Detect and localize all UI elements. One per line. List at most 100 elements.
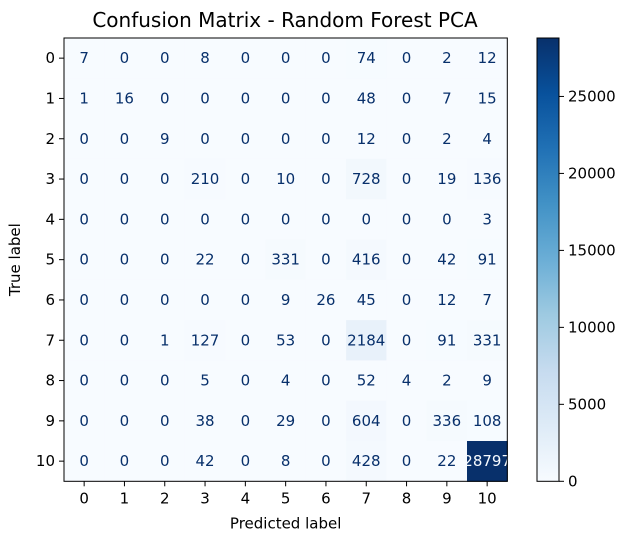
heatmap-cell <box>104 199 146 240</box>
cell-value-label: 1 <box>160 331 170 349</box>
cell-value-label: 8 <box>200 49 210 67</box>
heatmap-cell <box>184 78 226 120</box>
heatmap-cell <box>305 441 347 482</box>
heatmap-cell <box>346 38 387 79</box>
heatmap-cell <box>305 360 347 402</box>
cell-value-label: 0 <box>160 412 170 430</box>
cell-value-label: 0 <box>160 89 170 107</box>
heatmap-cell <box>426 239 468 281</box>
heatmap-cell <box>426 199 468 240</box>
heatmap-cell <box>184 360 226 402</box>
cell-value-label: 0 <box>321 130 331 148</box>
cell-value-label: 0 <box>160 49 170 67</box>
cell-value-label: 2 <box>442 49 452 67</box>
y-tick-label: 9 <box>45 412 55 430</box>
heatmap-cell <box>64 78 105 120</box>
cell-value-label: 0 <box>321 49 331 67</box>
cell-value-label: 9 <box>482 372 492 390</box>
heatmap-cell <box>225 360 266 402</box>
cell-value-label: 0 <box>200 291 210 309</box>
cell-value-label: 0 <box>79 251 89 269</box>
heatmap-cell <box>225 400 266 442</box>
heatmap-cell <box>265 360 307 402</box>
colorbar-tick-label: 10000 <box>568 318 616 336</box>
heatmap-cell <box>305 320 347 361</box>
x-tick-label: 1 <box>120 489 130 507</box>
cell-value-label: 3 <box>482 210 492 228</box>
cell-value-label: 136 <box>473 170 502 188</box>
heatmap-cell <box>426 400 468 442</box>
cell-value-label: 28797 <box>463 452 511 470</box>
heatmap-cell <box>104 279 146 321</box>
cell-value-label: 604 <box>352 412 381 430</box>
heatmap-cell <box>386 441 428 482</box>
cell-value-label: 127 <box>191 331 220 349</box>
cell-value-label: 7 <box>79 49 89 67</box>
cell-value-label: 331 <box>271 251 300 269</box>
cell-value-label: 0 <box>79 291 89 309</box>
heatmap-cell <box>104 360 146 402</box>
cell-value-label: 0 <box>402 210 412 228</box>
heatmap-cell <box>346 239 387 281</box>
cell-value-label: 0 <box>120 291 130 309</box>
heatmap-cell <box>144 279 186 321</box>
cell-value-label: 0 <box>281 89 291 107</box>
cell-value-label: 12 <box>478 49 497 67</box>
heatmap-cell <box>467 279 508 321</box>
heatmap-cell <box>104 441 146 482</box>
heatmap-cell <box>305 199 347 240</box>
heatmap-cells: 7 0 0 8 0 0 0 74 0 2 121 16 0 0 0 0 0 48 0 7 150 0 9 0 0 0 0 12 0 2 40… <box>64 38 511 482</box>
heatmap-cell <box>184 239 226 281</box>
heatmap-cell <box>386 38 428 79</box>
heatmap-cell <box>184 38 226 79</box>
heatmap-cell <box>144 239 186 281</box>
heatmap-cell <box>265 158 307 200</box>
heatmap-cell <box>104 118 146 160</box>
cell-value-label: 428 <box>352 452 381 470</box>
heatmap-cell <box>225 78 266 120</box>
heatmap-cell <box>144 199 186 240</box>
cell-value-label: 19 <box>437 170 456 188</box>
cell-value-label: 336 <box>433 412 462 430</box>
heatmap-cell <box>184 279 226 321</box>
heatmap-cell <box>346 118 387 160</box>
cell-value-label: 0 <box>120 170 130 188</box>
cell-value-label: 210 <box>191 170 220 188</box>
x-tick-label: 5 <box>281 489 291 507</box>
heatmap-cell <box>265 78 307 120</box>
cell-value-label: 108 <box>473 412 502 430</box>
cell-value-label: 5 <box>200 372 210 390</box>
heatmap-cell <box>346 320 387 361</box>
cell-value-label: 0 <box>200 130 210 148</box>
cell-value-label: 0 <box>120 331 130 349</box>
heatmap-cell <box>467 118 508 160</box>
y-tick-label: 1 <box>45 89 55 107</box>
cell-value-label: 0 <box>200 89 210 107</box>
cell-value-label: 0 <box>79 331 89 349</box>
heatmap-cell <box>184 320 226 361</box>
colorbar-tick-label: 5000 <box>568 395 606 413</box>
heatmap-cell <box>104 78 146 120</box>
cell-value-label: 53 <box>276 331 295 349</box>
heatmap-cell <box>64 239 105 281</box>
cell-value-label: 9 <box>160 130 170 148</box>
heatmap-cell <box>104 320 146 361</box>
cell-value-label: 0 <box>402 49 412 67</box>
cell-value-label: 0 <box>120 251 130 269</box>
y-tick-label: 7 <box>45 331 55 349</box>
cell-value-label: 416 <box>352 251 381 269</box>
y-axis-label: True label <box>6 223 24 297</box>
x-tick-label: 4 <box>241 489 251 507</box>
cell-value-label: 0 <box>321 210 331 228</box>
y-tick-label: 10 <box>36 452 55 470</box>
cell-value-label: 0 <box>402 130 412 148</box>
heatmap-cell <box>64 279 105 321</box>
x-tick-label: 6 <box>321 489 331 507</box>
cell-value-label: 0 <box>241 412 251 430</box>
heatmap-cell <box>426 441 468 482</box>
cell-value-label: 0 <box>120 49 130 67</box>
x-axis-label: Predicted label <box>230 514 341 532</box>
cell-value-label: 0 <box>402 291 412 309</box>
heatmap-cell <box>467 320 508 361</box>
heatmap-cell <box>225 279 266 321</box>
